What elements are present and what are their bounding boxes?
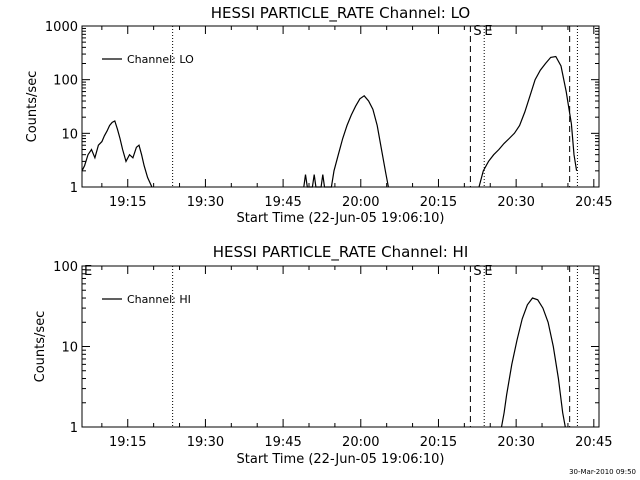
y-tick-label: 1 [70,421,78,436]
marker-label-e-left: E [84,264,92,279]
y-tick-label: 1 [70,181,78,196]
x-tick-label: 20:15 [420,435,457,450]
x-tick-label: 20:45 [575,195,612,210]
footer-timestamp: 30-Mar-2010 09:50 [569,468,636,476]
y-tick-label: 10 [61,341,78,356]
legend-label: Channel: HI [127,293,191,306]
series-line [500,297,566,428]
y-tick-label: 100 [53,74,78,89]
x-tick-label: 19:45 [264,195,301,210]
plot-frame [81,265,600,428]
chart-title: HESSI PARTICLE_RATE Channel: HI [213,243,469,262]
x-tick-label: 20:15 [420,195,457,210]
marker-label-e: E [484,264,492,279]
x-tick-label: 20:30 [497,435,534,450]
plot-frame [81,25,600,188]
x-tick-label: 20:30 [497,195,534,210]
marker-label-s: S [473,24,481,39]
chart-title: HESSI PARTICLE_RATE Channel: LO [211,4,470,23]
series-line [81,120,153,188]
y-axis-label: Counts/sec [33,311,48,383]
y-axis-label: Counts/sec [25,71,40,143]
chart-panel-hi: HESSI PARTICLE_RATE Channel: HI 19:15 19:3… [33,243,613,467]
y-tick-label: 1000 [45,20,78,35]
x-tick-label: 19:15 [109,435,146,450]
x-axis-label: Start Time (22-Jun-05 19:06:10) [237,211,445,226]
x-tick-label: 20:00 [342,435,379,450]
y-tick-label: 10 [61,127,78,142]
x-tick-label: 20:45 [575,435,612,450]
series-line [303,94,389,188]
x-axis-label: Start Time (22-Jun-05 19:06:10) [237,452,445,467]
legend-label: Channel: LO [127,53,194,66]
x-tick-label: 20:00 [342,195,379,210]
x-tick-label: 19:15 [109,195,146,210]
x-tick-label: 19:30 [187,435,224,450]
marker-label-s: S [473,264,481,279]
marker-label-e: E [484,24,492,39]
x-tick-label: 19:45 [264,435,301,450]
y-tick-label: 100 [53,260,78,275]
chart-panel-lo: HESSI PARTICLE_RATE Channel: LO 19:15 19:3… [25,4,613,226]
series-line [478,55,578,188]
x-tick-label: 19:30 [187,195,224,210]
